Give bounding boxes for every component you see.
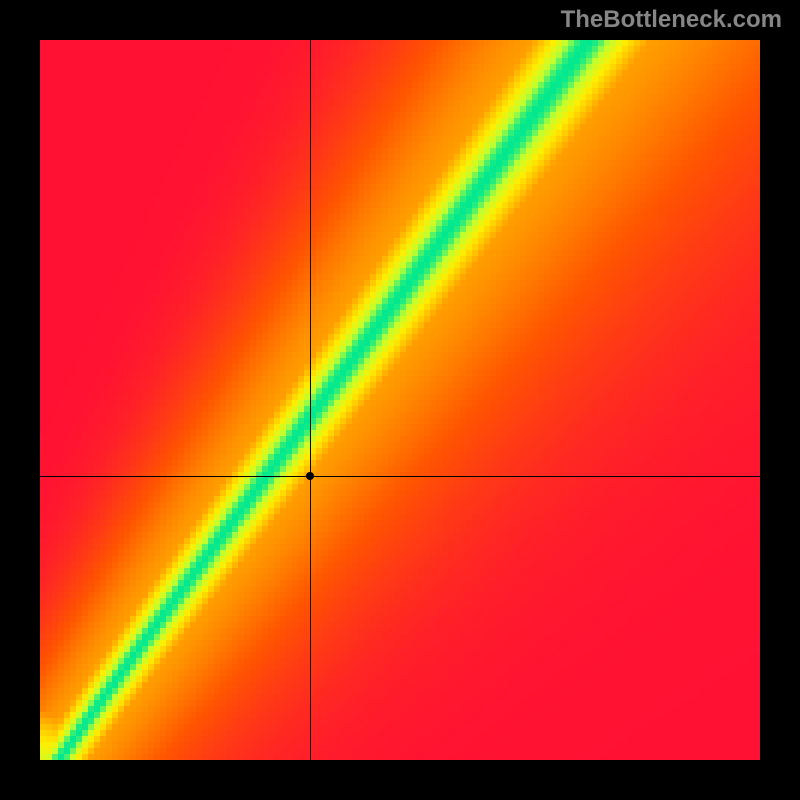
- watermark-text: TheBottleneck.com: [561, 6, 782, 34]
- heatmap-canvas: [40, 40, 760, 760]
- crosshair-vertical: [310, 40, 311, 760]
- chart-outer-frame: TheBottleneck.com: [0, 0, 800, 800]
- crosshair-horizontal: [40, 476, 760, 477]
- heatmap-plot-area: [40, 40, 760, 760]
- data-point-marker: [306, 472, 314, 480]
